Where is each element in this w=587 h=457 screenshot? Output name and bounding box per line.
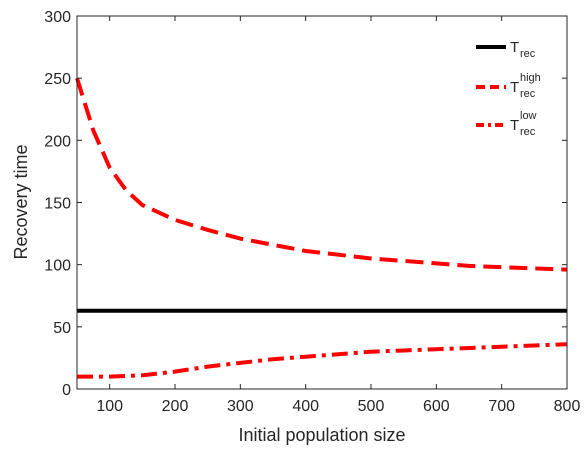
legend-label-3: T	[510, 117, 519, 134]
legend-label-sup-3: low	[520, 110, 537, 122]
y-tick-label: 200	[44, 133, 71, 150]
y-tick-label: 150	[44, 196, 71, 213]
x-axis-label: Initial population size	[238, 425, 405, 445]
y-axis-label: Recovery time	[11, 144, 31, 259]
legend-label-sub-2: rec	[520, 88, 536, 100]
y-tick-label: 250	[44, 71, 71, 88]
legend-label-1: T	[510, 39, 519, 56]
legend-label-sup-2: high	[520, 72, 541, 84]
x-tick-label: 500	[358, 398, 385, 415]
y-tick-label: 0	[62, 382, 71, 399]
plot-area	[77, 16, 567, 389]
x-tick-label: 600	[423, 398, 450, 415]
legend-label-sub-1: rec	[520, 48, 536, 60]
x-tick-label: 400	[292, 398, 319, 415]
y-tick-label: 300	[44, 9, 71, 26]
x-tick-label: 300	[227, 398, 254, 415]
x-tick-label: 700	[488, 398, 515, 415]
series-layer	[75, 77, 568, 379]
x-tick-label: 200	[162, 398, 189, 415]
series-line-2	[75, 77, 568, 272]
x-axis-ticks: 100 200 300 400 500 600 700 800	[96, 16, 580, 415]
y-axis-ticks: 0 50 100 150 200 250 300	[44, 9, 567, 399]
x-tick-label: 100	[96, 398, 123, 415]
y-tick-label: 50	[53, 320, 71, 337]
series-line-3	[77, 342, 568, 379]
y-tick-label: 100	[44, 258, 71, 275]
legend-label-sub-3: rec	[520, 126, 536, 138]
x-tick-label: 800	[554, 398, 581, 415]
legend-label-2: T	[510, 79, 519, 96]
